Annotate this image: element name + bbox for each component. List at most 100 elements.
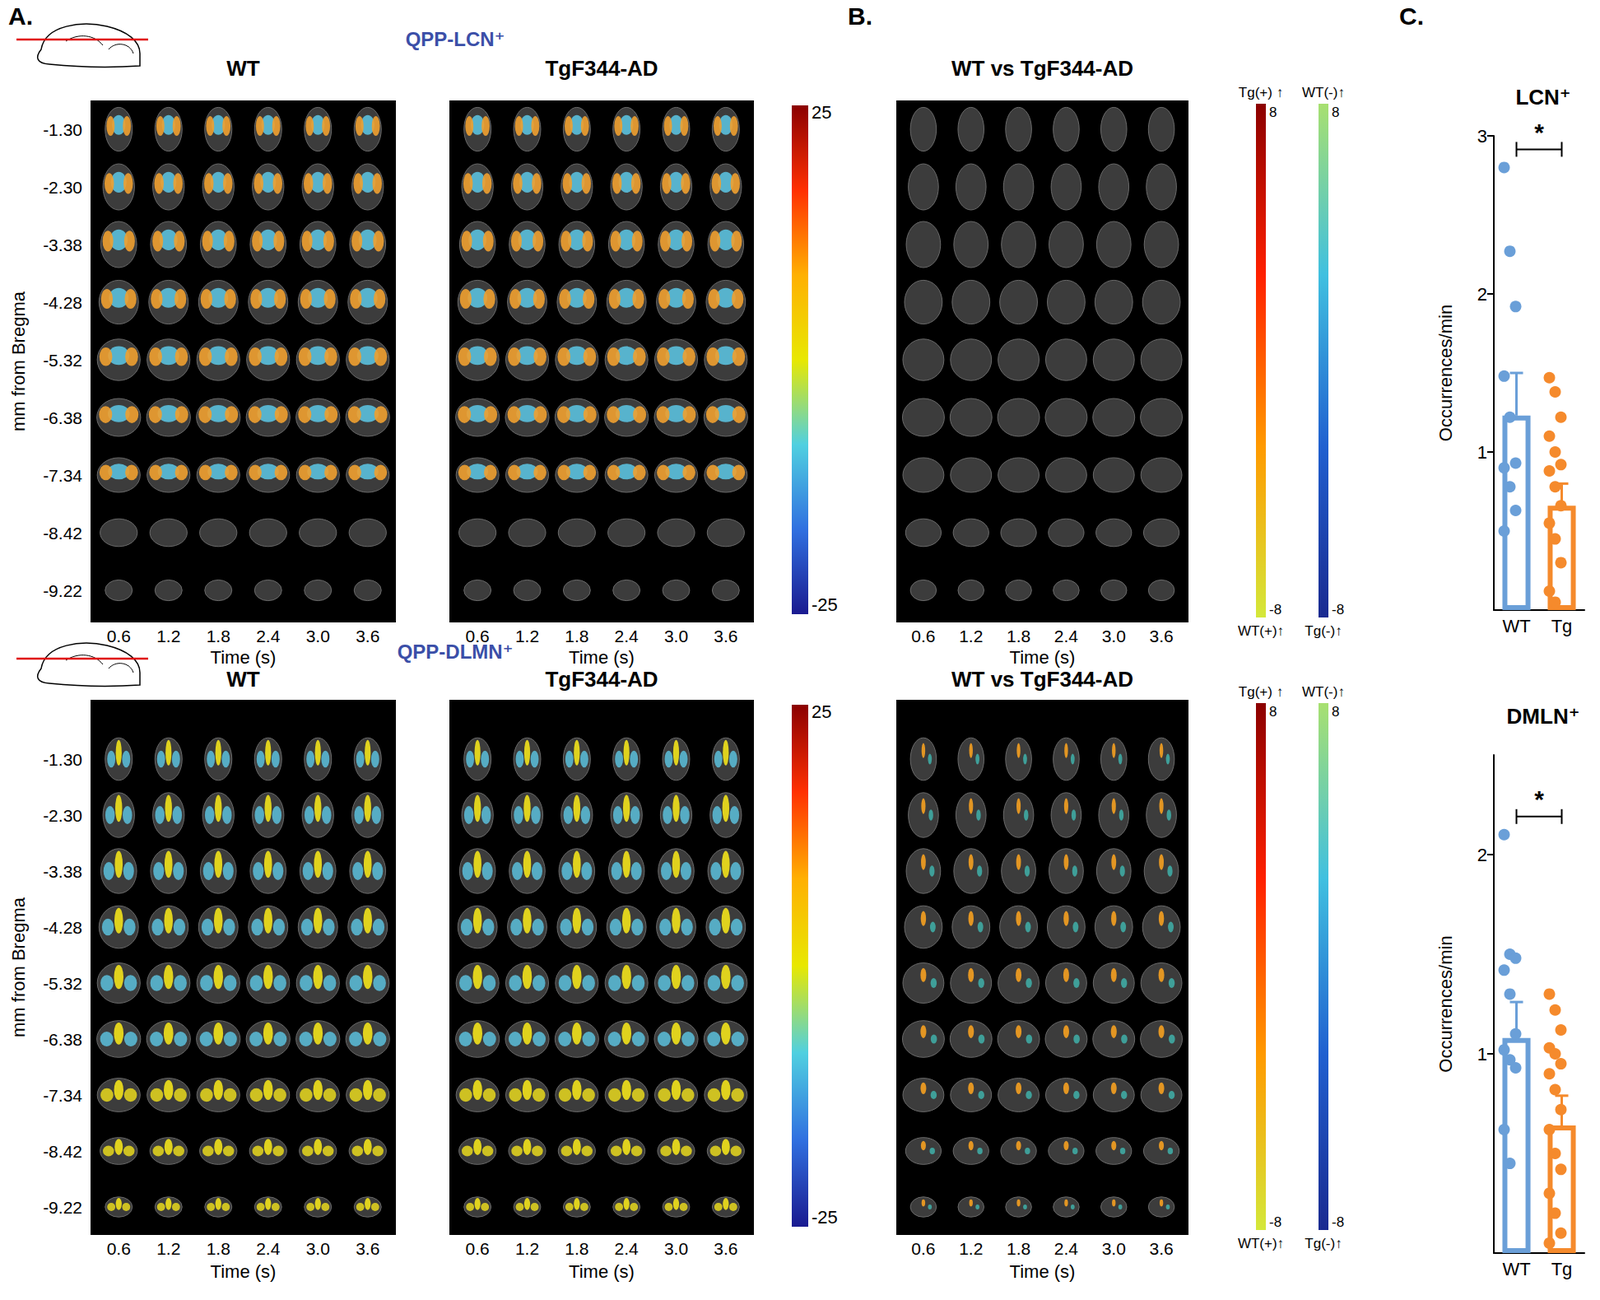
svg-text:*: * bbox=[1534, 785, 1545, 813]
svg-text:WT: WT bbox=[226, 666, 261, 692]
svg-text:1.2: 1.2 bbox=[958, 626, 983, 646]
svg-text:2.4: 2.4 bbox=[1054, 626, 1080, 646]
svg-text:LCN⁺: LCN⁺ bbox=[1515, 84, 1571, 110]
svg-text:-8: -8 bbox=[1331, 1213, 1345, 1230]
svg-text:-2.30: -2.30 bbox=[42, 805, 83, 825]
svg-text:3.0: 3.0 bbox=[306, 626, 331, 646]
svg-text:TgF344-AD: TgF344-AD bbox=[544, 55, 658, 81]
svg-text:WT vs TgF344-AD: WT vs TgF344-AD bbox=[951, 55, 1134, 81]
svg-text:QPP-LCN⁺: QPP-LCN⁺ bbox=[405, 27, 506, 51]
svg-text:2.4: 2.4 bbox=[255, 626, 281, 646]
svg-text:-25: -25 bbox=[811, 1206, 838, 1228]
svg-text:25: 25 bbox=[811, 102, 832, 123]
svg-text:WT(+)↑: WT(+)↑ bbox=[1237, 1235, 1284, 1252]
svg-text:3.6: 3.6 bbox=[355, 1238, 380, 1258]
svg-text:-9.22: -9.22 bbox=[42, 1197, 83, 1217]
svg-text:-2.30: -2.30 bbox=[42, 177, 83, 197]
svg-text:-8: -8 bbox=[1269, 601, 1282, 618]
svg-text:DMLN⁺: DMLN⁺ bbox=[1506, 703, 1581, 729]
svg-text:Time (s): Time (s) bbox=[1009, 646, 1076, 668]
svg-text:3.0: 3.0 bbox=[306, 1238, 331, 1258]
svg-text:2.4: 2.4 bbox=[1054, 1238, 1080, 1258]
svg-text:-6.38: -6.38 bbox=[42, 1029, 83, 1049]
svg-text:WT: WT bbox=[1502, 1258, 1531, 1280]
svg-text:2.4: 2.4 bbox=[614, 626, 640, 646]
svg-text:3.6: 3.6 bbox=[355, 626, 380, 646]
svg-text:TgF344-AD: TgF344-AD bbox=[544, 666, 658, 692]
svg-text:2: 2 bbox=[1477, 844, 1488, 866]
svg-text:Tg(-)↑: Tg(-)↑ bbox=[1304, 623, 1342, 639]
svg-text:-6.38: -6.38 bbox=[42, 408, 83, 428]
svg-text:-7.34: -7.34 bbox=[42, 1085, 83, 1105]
svg-text:Occurrences/min: Occurrences/min bbox=[1435, 304, 1456, 442]
svg-text:Time (s): Time (s) bbox=[568, 1260, 635, 1282]
svg-text:1.2: 1.2 bbox=[515, 626, 540, 646]
svg-text:-8: -8 bbox=[1269, 1213, 1282, 1230]
svg-text:8: 8 bbox=[1331, 703, 1340, 720]
svg-text:8: 8 bbox=[1269, 703, 1277, 720]
svg-text:WT(-)↑: WT(-)↑ bbox=[1302, 84, 1345, 101]
svg-text:Tg(+) ↑: Tg(+) ↑ bbox=[1238, 84, 1284, 101]
svg-text:Tg(+) ↑: Tg(+) ↑ bbox=[1238, 683, 1284, 700]
svg-text:1.8: 1.8 bbox=[1006, 1238, 1031, 1258]
svg-text:mm from Bregma: mm from Bregma bbox=[8, 290, 29, 432]
svg-text:3.6: 3.6 bbox=[713, 1238, 738, 1258]
svg-text:3.6: 3.6 bbox=[1148, 626, 1173, 646]
svg-text:3.0: 3.0 bbox=[1102, 626, 1126, 646]
svg-text:1.8: 1.8 bbox=[1006, 626, 1031, 646]
svg-text:1.8: 1.8 bbox=[206, 626, 231, 646]
svg-text:Tg: Tg bbox=[1551, 615, 1573, 637]
svg-text:2.4: 2.4 bbox=[614, 1238, 640, 1258]
svg-text:8: 8 bbox=[1331, 104, 1340, 121]
svg-text:WT(+)↑: WT(+)↑ bbox=[1237, 623, 1284, 639]
svg-text:3.6: 3.6 bbox=[713, 626, 738, 646]
svg-text:WT vs TgF344-AD: WT vs TgF344-AD bbox=[951, 666, 1134, 692]
svg-text:-9.22: -9.22 bbox=[42, 581, 83, 600]
svg-text:WT: WT bbox=[226, 55, 261, 81]
svg-text:25: 25 bbox=[811, 701, 832, 722]
svg-text:1.8: 1.8 bbox=[206, 1238, 231, 1258]
svg-text:-5.32: -5.32 bbox=[42, 350, 83, 370]
svg-text:Time (s): Time (s) bbox=[1009, 1260, 1076, 1282]
svg-text:-1.30: -1.30 bbox=[42, 749, 83, 769]
svg-text:-8.42: -8.42 bbox=[42, 1141, 83, 1161]
svg-text:1.2: 1.2 bbox=[515, 1238, 540, 1258]
svg-text:3.0: 3.0 bbox=[1102, 1238, 1126, 1258]
svg-text:3.0: 3.0 bbox=[664, 1238, 689, 1258]
svg-text:3: 3 bbox=[1477, 125, 1488, 147]
svg-text:0.6: 0.6 bbox=[465, 1238, 490, 1258]
svg-text:WT: WT bbox=[1502, 615, 1531, 637]
svg-text:1.2: 1.2 bbox=[156, 626, 181, 646]
svg-text:0.6: 0.6 bbox=[106, 1238, 131, 1258]
svg-text:-8: -8 bbox=[1331, 601, 1345, 618]
svg-text:Tg(-)↑: Tg(-)↑ bbox=[1304, 1235, 1342, 1252]
svg-text:A.: A. bbox=[8, 2, 33, 30]
svg-text:1: 1 bbox=[1477, 1043, 1488, 1065]
svg-text:2: 2 bbox=[1477, 283, 1488, 305]
svg-text:Occurrences/min: Occurrences/min bbox=[1435, 934, 1456, 1072]
svg-text:WT(-)↑: WT(-)↑ bbox=[1302, 683, 1345, 700]
svg-text:1.2: 1.2 bbox=[156, 1238, 181, 1258]
svg-text:8: 8 bbox=[1269, 104, 1277, 121]
svg-text:Time (s): Time (s) bbox=[568, 646, 635, 668]
svg-text:-4.28: -4.28 bbox=[42, 917, 83, 937]
svg-text:-5.32: -5.32 bbox=[42, 973, 83, 993]
svg-text:3.0: 3.0 bbox=[664, 626, 689, 646]
svg-text:-7.34: -7.34 bbox=[42, 465, 83, 485]
svg-text:B.: B. bbox=[847, 2, 873, 30]
svg-text:-3.38: -3.38 bbox=[42, 861, 83, 881]
svg-text:Tg: Tg bbox=[1551, 1258, 1573, 1280]
svg-text:C.: C. bbox=[1399, 2, 1424, 30]
svg-text:-3.38: -3.38 bbox=[42, 235, 83, 255]
svg-text:1.8: 1.8 bbox=[564, 1238, 589, 1258]
svg-text:-8.42: -8.42 bbox=[42, 523, 83, 543]
svg-text:-4.28: -4.28 bbox=[42, 293, 83, 312]
svg-text:Time (s): Time (s) bbox=[210, 1260, 277, 1282]
svg-text:3.6: 3.6 bbox=[1148, 1238, 1173, 1258]
svg-text:0.6: 0.6 bbox=[911, 626, 935, 646]
svg-text:0.6: 0.6 bbox=[911, 1238, 935, 1258]
svg-text:1.8: 1.8 bbox=[564, 626, 589, 646]
svg-text:1: 1 bbox=[1477, 441, 1488, 463]
svg-text:*: * bbox=[1534, 118, 1545, 146]
svg-text:Time (s): Time (s) bbox=[210, 646, 277, 668]
